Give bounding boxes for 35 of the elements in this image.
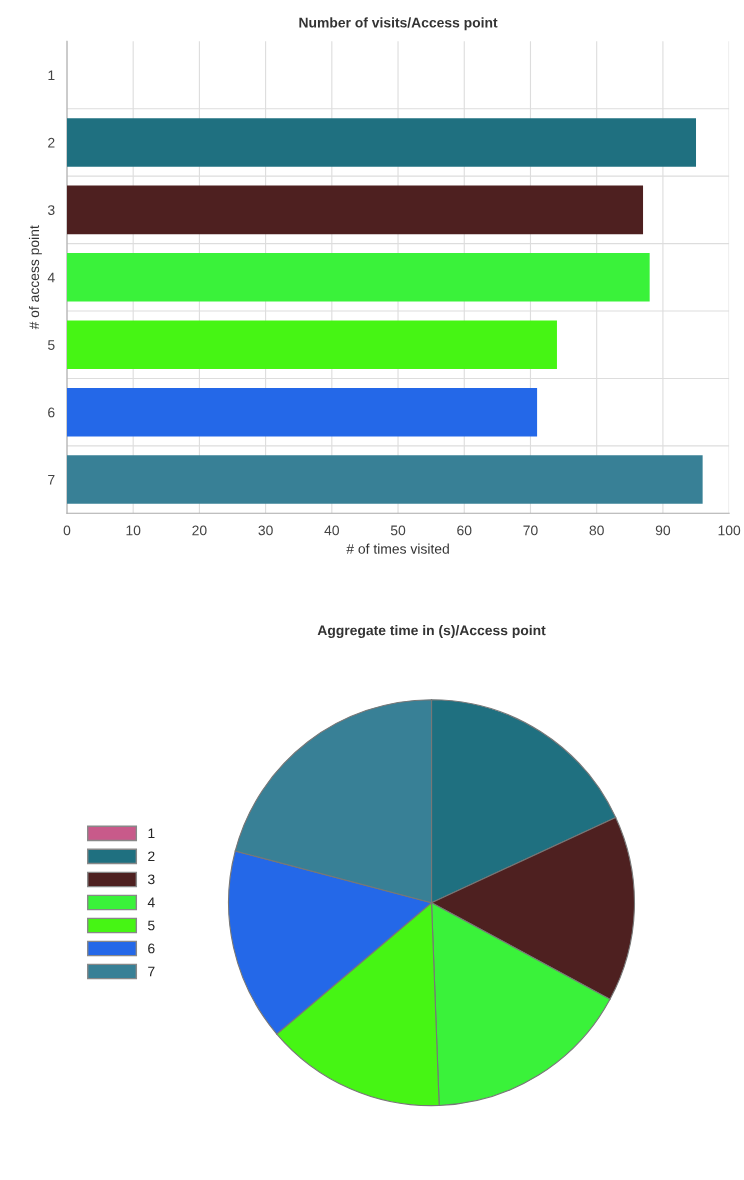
x-axis-title: # of times visited xyxy=(346,543,449,554)
x-tick-label: 100 xyxy=(718,525,741,536)
legend-label: 1 xyxy=(148,828,155,839)
y-tick-label: 4 xyxy=(47,272,55,283)
legend-label: 3 xyxy=(147,874,155,885)
x-tick-label: 50 xyxy=(390,525,406,536)
y-axis-title: # of access point xyxy=(28,225,42,330)
x-tick-label: 20 xyxy=(192,525,207,536)
x-tick-label: 60 xyxy=(457,525,472,536)
bar xyxy=(66,118,697,167)
y-tick-label: 1 xyxy=(48,70,55,81)
bar xyxy=(66,185,644,235)
bar xyxy=(66,455,703,504)
legend-label: 7 xyxy=(148,966,155,977)
x-tick-label: 30 xyxy=(258,525,273,536)
x-tick-label: 80 xyxy=(589,525,604,536)
x-tick-label: 40 xyxy=(324,525,340,536)
y-tick-label: 2 xyxy=(48,137,55,148)
legend-label: 6 xyxy=(148,943,155,954)
bar xyxy=(66,387,538,437)
chart-title: Aggregate time in (s)/Access point xyxy=(317,625,546,639)
x-tick-label: 10 xyxy=(126,525,141,536)
y-tick-label: 3 xyxy=(47,205,55,216)
x-tick-label: 90 xyxy=(655,525,671,536)
x-tick-label: 0 xyxy=(63,525,71,536)
bar xyxy=(66,253,650,302)
legend-label: 4 xyxy=(147,897,155,908)
y-tick-label: 5 xyxy=(47,340,55,350)
legend-label: 5 xyxy=(148,920,155,931)
x-tick-label: 70 xyxy=(523,525,538,536)
y-tick-label: 6 xyxy=(48,407,55,418)
chart-title: Number of visits/Access point xyxy=(299,17,498,31)
y-tick-label: 7 xyxy=(48,475,55,485)
legend-label: 2 xyxy=(148,851,155,862)
bar xyxy=(66,320,557,369)
